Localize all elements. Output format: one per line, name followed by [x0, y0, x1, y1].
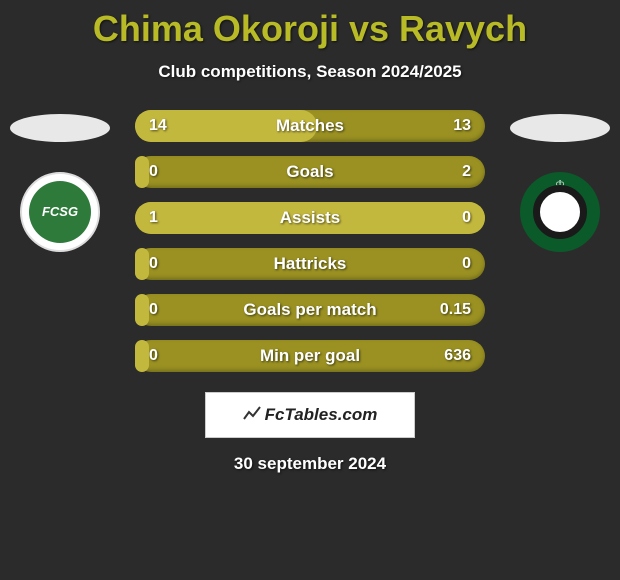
- stat-bar: 0 Goals 2: [135, 156, 485, 188]
- stat-bar: 0 Goals per match 0.15: [135, 294, 485, 326]
- stat-bar-fill: [135, 156, 149, 188]
- stat-label: Matches: [276, 116, 344, 136]
- club-left-short: FCSG: [42, 206, 78, 218]
- stat-value-right: 0: [462, 255, 471, 273]
- stat-bar: 1 Assists 0: [135, 202, 485, 234]
- player-avatar-placeholder: [510, 114, 610, 142]
- page-title: Chima Okoroji vs Ravych: [0, 0, 620, 50]
- stat-value-left: 0: [149, 301, 158, 319]
- club-badge-left: FCSG: [20, 172, 100, 252]
- stat-value-left: 14: [149, 117, 167, 135]
- stat-label: Goals per match: [243, 300, 376, 320]
- stat-value-right: 0: [462, 209, 471, 227]
- brand-box[interactable]: FcTables.com: [205, 392, 415, 438]
- stat-label: Hattricks: [274, 254, 347, 274]
- stat-value-left: 0: [149, 255, 158, 273]
- club-badge-right: ♔: [520, 172, 600, 252]
- stat-bar-fill: [135, 294, 149, 326]
- stat-value-right: 2: [462, 163, 471, 181]
- footer-date: 30 september 2024: [0, 454, 620, 474]
- stat-value-right: 13: [453, 117, 471, 135]
- stat-value-right: 0.15: [440, 301, 471, 319]
- club-badge-left-label: FCSG: [29, 181, 91, 243]
- stat-bar: 0 Hattricks 0: [135, 248, 485, 280]
- stat-bar-fill: [135, 340, 149, 372]
- brand-text: FcTables.com: [265, 405, 378, 425]
- stat-value-left: 1: [149, 209, 158, 227]
- page-subtitle: Club competitions, Season 2024/2025: [0, 62, 620, 82]
- club-badge-right-ring: [533, 185, 587, 239]
- comparison-area: FCSG ♔ 14 Matches 13 0 Goals 2 1 Assists 0 0 Hattr…: [0, 110, 620, 372]
- stat-label: Min per goal: [260, 346, 360, 366]
- stat-value-left: 0: [149, 347, 158, 365]
- stat-bars: 14 Matches 13 0 Goals 2 1 Assists 0 0 Hattricks 0 0 G…: [135, 110, 485, 372]
- stat-value-left: 0: [149, 163, 158, 181]
- chart-icon: [243, 406, 261, 425]
- stat-value-right: 636: [444, 347, 471, 365]
- stat-bar-fill: [135, 248, 149, 280]
- player-avatar-placeholder: [10, 114, 110, 142]
- player-left-column: FCSG: [0, 110, 120, 252]
- stat-label: Assists: [280, 208, 340, 228]
- stat-bar: 14 Matches 13: [135, 110, 485, 142]
- stat-bar: 0 Min per goal 636: [135, 340, 485, 372]
- player-right-column: ♔: [500, 110, 620, 252]
- stat-label: Goals: [286, 162, 333, 182]
